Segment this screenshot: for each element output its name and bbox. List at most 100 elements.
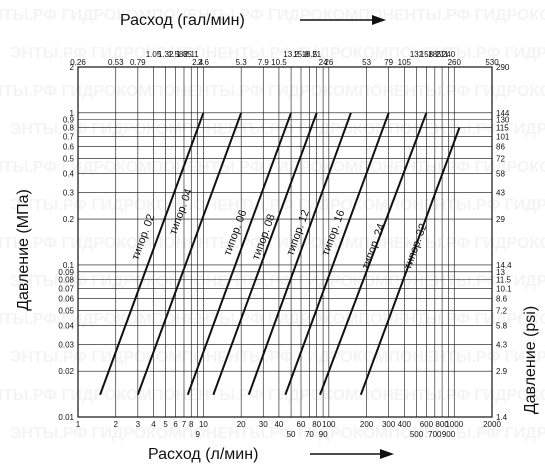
watermark-text: ЭНТЫ.РФ ГИДРОКОМПОНЕНТЫ.РФ ГИДРОКОМПОНЕН…: [0, 387, 545, 404]
series-line: [212, 112, 318, 396]
x-top-tick-label: 7.9: [258, 58, 270, 67]
top-axis-title: Расход (гал/мин): [120, 12, 245, 29]
x-top-tick-label: 10.5: [271, 58, 287, 67]
x-tick-label: 700: [428, 430, 442, 439]
x-tick-label: 300: [382, 420, 396, 429]
x-tick-label: 8: [189, 420, 194, 429]
x-top-tick-label: 2.6: [198, 58, 210, 67]
x-top-tick-label: 15.8: [293, 50, 309, 59]
y-right-tick-label: 8.6: [496, 295, 508, 304]
x-tick-label: 90: [319, 430, 328, 439]
x-top-tick-label: 132: [410, 50, 424, 59]
x-top-tick-label: 158: [420, 50, 434, 59]
x-top-tick-label: 0.53: [108, 58, 124, 67]
x-top-tick-label: 21: [312, 50, 321, 59]
x-top-tick-label: 1.32: [158, 50, 174, 59]
x-tick-label: 3: [136, 420, 141, 429]
y-right-tick-label: 72: [496, 155, 505, 164]
y-tick-label: 0.2: [63, 215, 75, 224]
y-right-tick-label: 10.1: [496, 284, 512, 293]
x-top-tick-label: 18.5: [302, 50, 318, 59]
watermark-text: ЭНТЫ.РФ ГИДРОКОМПОНЕНТЫ.РФ ГИДРОКОМПОНЕН…: [10, 425, 545, 442]
y-tick-label: 0.05: [58, 307, 74, 316]
x-top-tick-label: 1.58: [168, 50, 184, 59]
bottom-arrow: [310, 449, 394, 459]
watermark-text: ЭНТЫ.РФ ГИДРОКОМПОНЕНТЫ.РФ ГИДРОКОМПОНЕН…: [10, 121, 545, 138]
y-right-tick-label: 1.4: [496, 413, 508, 422]
y-right-tick-label: 144: [496, 109, 510, 118]
x-tick-label: 900: [442, 430, 456, 439]
x-tick-label: 6: [173, 420, 178, 429]
y-right-tick-label: 2.9: [496, 367, 508, 376]
y-tick-label: 0.03: [58, 340, 74, 349]
y-tick-label: 0.06: [58, 295, 74, 304]
y-tick-label: 0.3: [63, 188, 75, 197]
series-line: [186, 112, 293, 396]
y-tick-label: 2: [70, 63, 75, 72]
x-tick-label: 9: [195, 430, 200, 439]
x-tick-label: 1: [76, 420, 81, 429]
y-tick-label: 0.6: [63, 143, 75, 152]
y-right-tick-label: 290: [496, 63, 510, 72]
x-top-tick-label: 2.11: [184, 50, 200, 59]
x-tick-label: 1000: [445, 420, 463, 429]
series-line: [247, 112, 352, 396]
x-top-tick-label: 53: [362, 58, 371, 67]
y-tick-label: 0.7: [63, 132, 75, 141]
watermark-text: ЭНТЫ.РФ ГИДРОКОМПОНЕНТЫ.РФ ГИДРОКОМПОНЕН…: [0, 235, 545, 252]
x-tick-label: 500: [410, 430, 424, 439]
x-top-tick-label: 26: [324, 58, 333, 67]
x-top-tick-label: 1.85: [176, 50, 192, 59]
x-tick-label: 60: [297, 420, 306, 429]
y-tick-label: 0.4: [63, 169, 75, 178]
y-tick-label: 0.02: [58, 367, 74, 376]
x-tick-label: 800: [435, 420, 449, 429]
watermark-text: ЭНТЫ.РФ ГИДРОКОМПОНЕНТЫ.РФ ГИДРОКОМПОНЕН…: [10, 273, 545, 290]
x-tick-label: 2000: [483, 420, 501, 429]
y-tick-label: 0.09: [58, 268, 74, 277]
grid: [77, 66, 493, 418]
x-tick-label: 20: [237, 420, 246, 429]
x-top-tick-label: 13.2: [283, 50, 299, 59]
x-tick-label: 600: [420, 420, 434, 429]
series-lines: [99, 112, 461, 396]
x-tick-label: 10: [199, 420, 208, 429]
x-top-tick-label: 240: [442, 50, 456, 59]
y-tick-label: 0.5: [63, 155, 75, 164]
x-top-tick-label: 5.3: [236, 58, 248, 67]
y-tick-label: 0.07: [58, 284, 74, 293]
y-axis-title-left: Давление (МПа): [15, 189, 32, 311]
y-right-tick-label: 29: [496, 215, 505, 224]
y-tick-label: 0.01: [58, 413, 74, 422]
watermark: ЭНТЫ.РФ ГИДРОКОМПОНЕНТЫ.РФ ГИДРОКОМПОНЕН…: [0, 7, 545, 442]
x-tick-label: 70: [305, 430, 314, 439]
x-tick-label: 80: [312, 420, 321, 429]
x-tick-label: 50: [287, 430, 296, 439]
x-top-tick-label: 530: [485, 58, 499, 67]
x-top-tick-label: 105: [398, 58, 412, 67]
x-top-tick-label: 185: [428, 50, 442, 59]
y-right-tick-label: 86: [496, 143, 505, 152]
y-tick-label: 0.1: [63, 261, 75, 270]
x-tick-label: 2: [114, 420, 119, 429]
watermark-text: ЭНТЫ.РФ ГИДРОКОМПОНЕНТЫ.РФ ГИДРОКОМПОНЕН…: [10, 45, 545, 62]
y-tick-label: 0.08: [58, 276, 74, 285]
x-top-tick-label: 79: [384, 58, 393, 67]
y-right-tick-label: 14.4: [496, 261, 512, 270]
watermark-text: ЭНТЫ.РФ ГИДРОКОМПОНЕНТЫ.РФ ГИДРОКОМПОНЕН…: [0, 7, 545, 24]
y-right-tick-label: 115: [496, 124, 509, 133]
watermark-text: ЭНТЫ.РФ ГИДРОКОМПОНЕНТЫ.РФ ГИДРОКОМПОНЕН…: [10, 197, 545, 214]
y-right-tick-label: 4.3: [496, 340, 508, 349]
y-axis-title-right: Давление (psi): [522, 306, 539, 414]
watermark-text: ЭНТЫ.РФ ГИДРОКОМПОНЕНТЫ.РФ ГИДРОКОМПОНЕН…: [0, 311, 545, 328]
x-top-tick-label: 1.05: [146, 50, 162, 59]
y-tick-label: 0.04: [58, 321, 74, 330]
series-line: [359, 127, 461, 396]
series-line: [284, 112, 390, 396]
x-axis-title: Расход (л/мин): [148, 446, 258, 463]
x-tick-label: 200: [360, 420, 374, 429]
x-tick-label: 30: [259, 420, 268, 429]
y-right-tick-label: 130: [496, 116, 510, 125]
y-right-tick-label: 43: [496, 188, 505, 197]
